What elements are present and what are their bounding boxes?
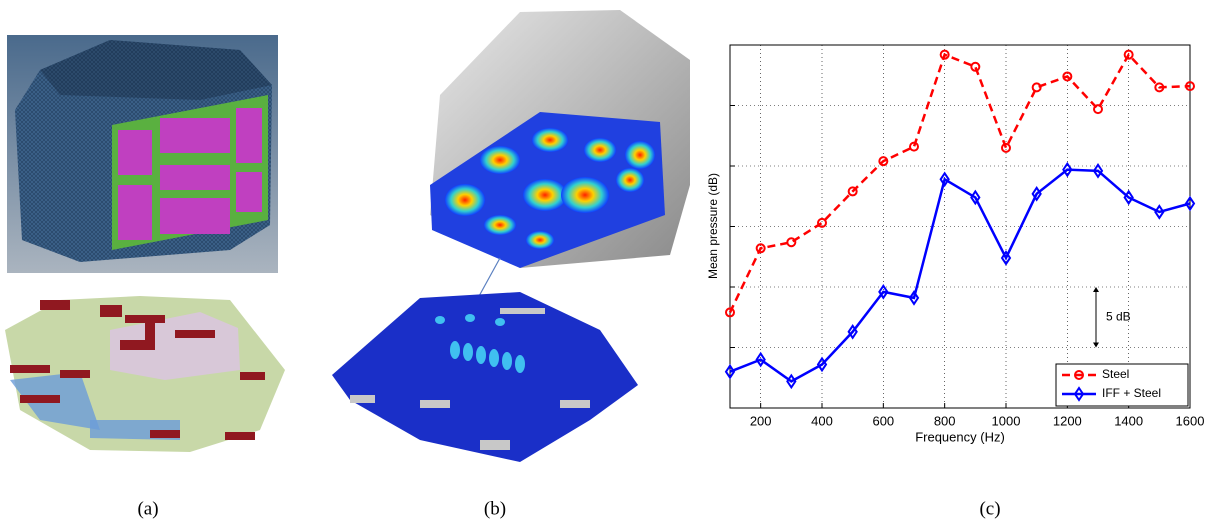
marker <box>939 49 950 60</box>
marker <box>755 243 766 254</box>
marker <box>817 217 827 228</box>
x-tick-label: 1200 <box>1053 413 1082 428</box>
marker <box>878 156 889 167</box>
marker <box>1123 49 1134 60</box>
legend-label: Steel <box>1102 367 1129 381</box>
marker <box>1092 163 1104 179</box>
marker <box>970 61 981 72</box>
x-axis-label: Frequency (Hz) <box>915 429 1005 444</box>
caption: (b) <box>484 498 506 519</box>
legend-label: IFF + Steel <box>1102 386 1161 400</box>
x-tick-label: 1600 <box>1176 413 1205 428</box>
marker <box>1062 161 1073 178</box>
line <box>729 168 1191 383</box>
marker <box>970 189 981 206</box>
legend-marker <box>1073 386 1085 402</box>
marker <box>1001 142 1011 153</box>
marker <box>909 141 919 152</box>
marker <box>1184 195 1196 212</box>
marker <box>1031 82 1042 93</box>
y-axis-label: Mean pressure (dB) <box>706 173 720 279</box>
legend-marker <box>1074 370 1084 380</box>
marker <box>878 284 889 300</box>
marker <box>816 356 828 373</box>
line <box>728 52 1191 313</box>
marker <box>908 290 920 306</box>
marker <box>1123 189 1134 206</box>
series <box>725 49 1195 318</box>
x-tick-label: 1400 <box>1114 413 1143 428</box>
marker <box>1093 104 1103 115</box>
marker <box>939 171 950 188</box>
image-b-bottom <box>332 292 638 462</box>
image-b-top <box>430 10 690 268</box>
marker <box>755 351 766 368</box>
marker <box>724 363 736 380</box>
x-tick-label: 600 <box>872 413 894 428</box>
caption: (c) <box>979 498 1000 519</box>
x-tick-label: 200 <box>750 413 772 428</box>
marker <box>786 373 797 390</box>
marker <box>847 186 858 197</box>
arrow-head <box>1093 342 1099 348</box>
marker <box>1031 186 1042 202</box>
marker <box>1154 82 1165 93</box>
marker <box>725 307 735 318</box>
image-a-bottom <box>5 296 285 452</box>
marker <box>847 323 858 340</box>
marker <box>786 237 797 248</box>
x-tick-label: 800 <box>934 413 956 428</box>
x-tick-label: 400 <box>811 413 833 428</box>
marker <box>1000 250 1012 266</box>
link-arrow <box>477 257 501 299</box>
x-tick-label: 1000 <box>992 413 1021 428</box>
annotation: 5 dB <box>1106 309 1131 323</box>
caption: (a) <box>137 498 158 519</box>
marker <box>1062 71 1073 82</box>
marker <box>1154 204 1165 220</box>
arrow-head <box>1093 287 1099 292</box>
series <box>724 161 1196 390</box>
marker <box>1185 81 1195 92</box>
image-a-top <box>7 35 278 273</box>
